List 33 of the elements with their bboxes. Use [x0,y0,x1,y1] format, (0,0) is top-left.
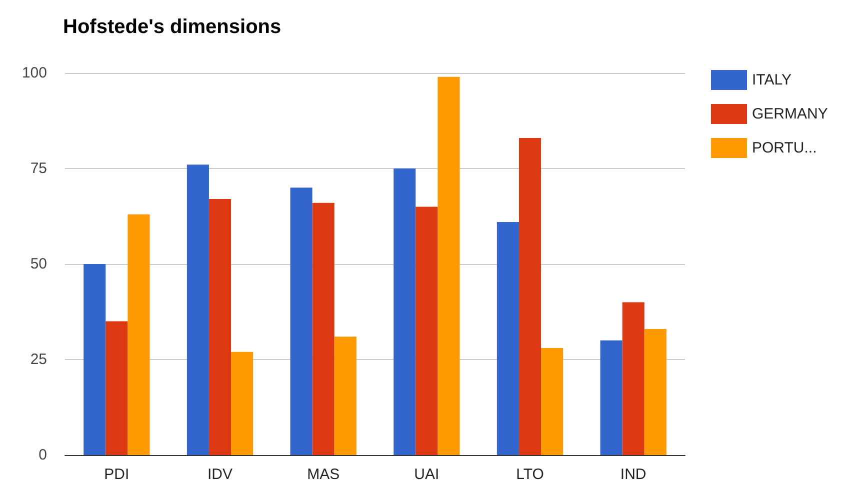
y-tick-label: 50 [30,256,47,272]
bar [622,302,644,455]
y-tick-label: 100 [22,64,47,82]
bar [496,222,519,455]
legend-label: ITALY [752,72,792,88]
x-tick-label: IDV [207,466,233,483]
bar [438,76,460,455]
bar [541,348,564,455]
bar [518,138,542,455]
y-tick-label: 75 [30,160,47,177]
bar [290,188,312,455]
bar [106,321,128,455]
y-tick-label: 25 [30,351,47,368]
legend-label: PORTU... [752,140,817,156]
x-tick-label: MAS [307,466,340,483]
bar [334,336,356,455]
bar [186,164,209,455]
x-tick-label: LTO [516,466,544,483]
bar [312,202,334,455]
bar [644,328,666,455]
legend-label: GERMANY [752,106,828,122]
bar [128,214,150,455]
x-tick-label: IND [620,466,646,483]
bar [600,340,622,455]
bar [416,206,438,455]
bar [394,168,416,455]
x-tick-label: PDI [104,466,130,483]
bar [208,199,232,455]
y-tick-label: 0 [38,446,47,464]
x-tick-label: UAI [414,466,440,483]
bar [231,352,254,455]
bar [84,264,106,455]
chart-title: Hofstede's dimensions [63,16,282,38]
